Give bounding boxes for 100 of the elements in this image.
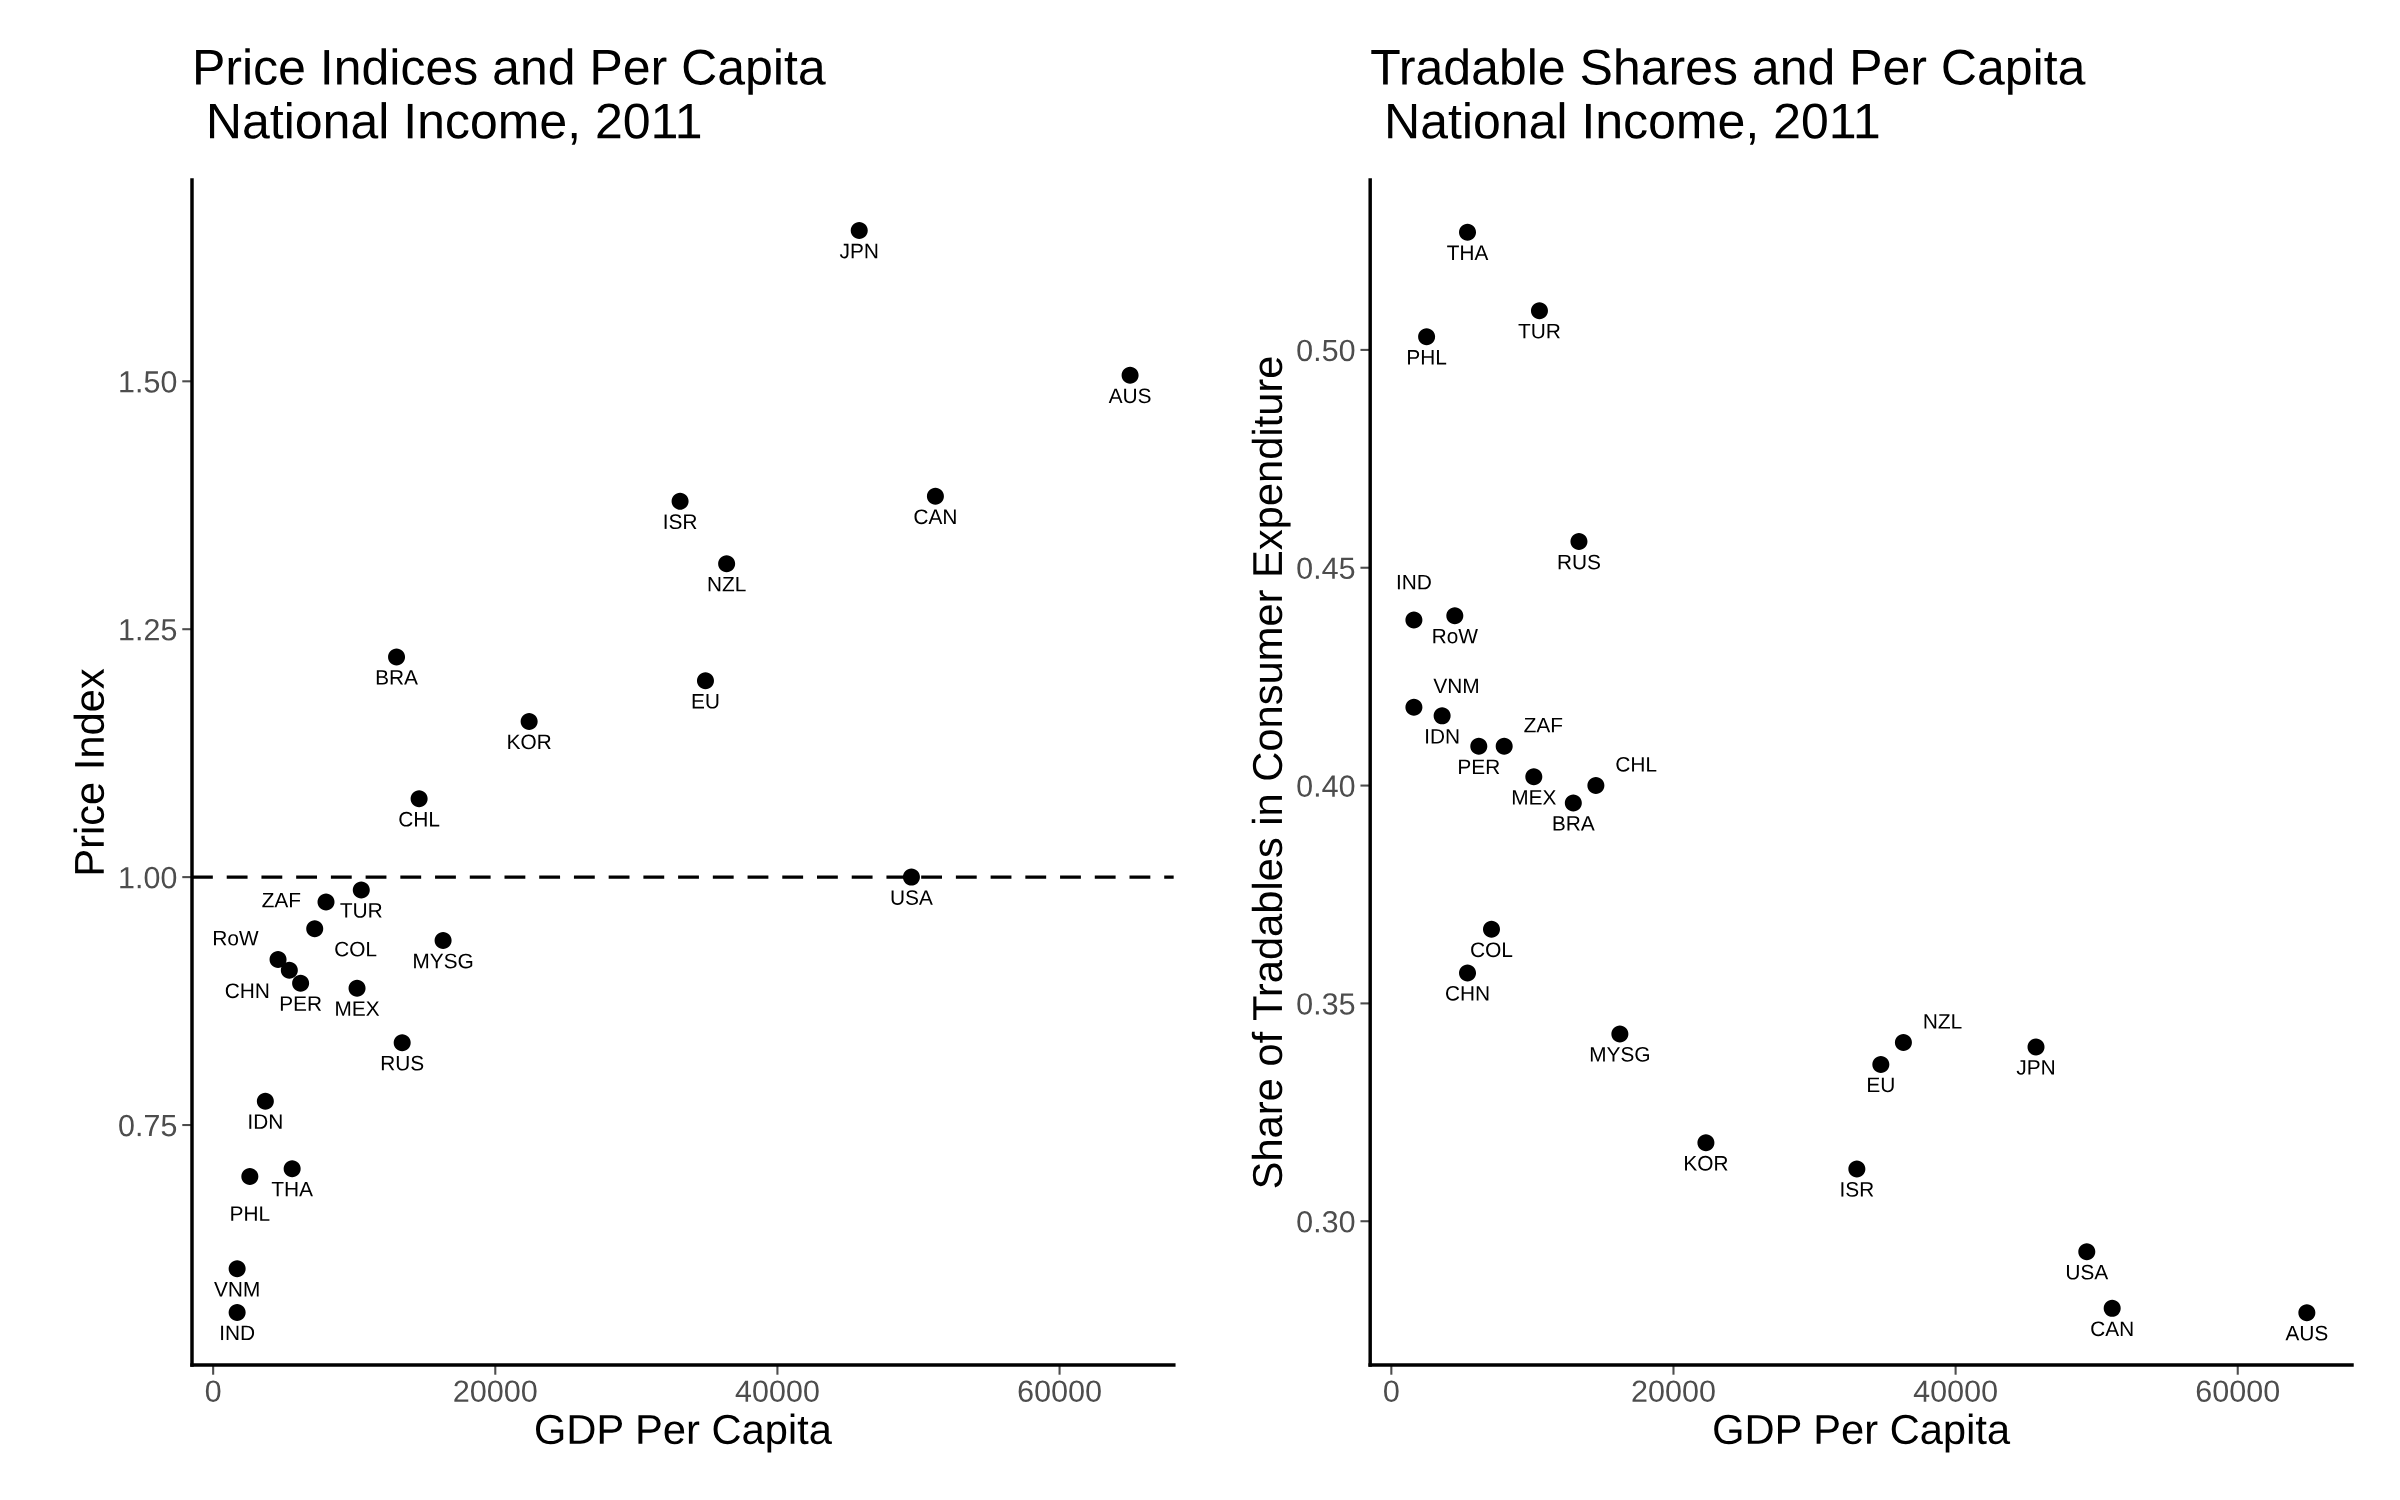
annotation: MEX bbox=[336, 1001, 380, 1016]
point bbox=[1495, 737, 1513, 755]
annotation: MEX bbox=[1512, 790, 1556, 805]
annotation: IDN bbox=[1426, 729, 1459, 744]
y-tick-label: 0.35 bbox=[1297, 993, 1355, 1015]
annotation: NZL bbox=[708, 577, 746, 592]
chart-title: Price Indices and Per Capita National Income, 2011 bbox=[196, 48, 826, 145]
annotation: IND bbox=[221, 1325, 255, 1341]
point bbox=[1611, 1025, 1629, 1043]
annotation: KOR bbox=[1685, 1155, 1728, 1171]
annotation: CAN bbox=[914, 509, 956, 525]
annotation: USA bbox=[891, 890, 933, 905]
annotation: BRA bbox=[1553, 816, 1595, 831]
annotation: ZAF bbox=[262, 892, 301, 908]
annotation: PER bbox=[1459, 759, 1500, 774]
y-tick-label: 0.50 bbox=[1297, 339, 1355, 362]
point bbox=[718, 555, 736, 573]
y-axis-title: Share of Tradables in Consumer Expenditure bbox=[1251, 357, 1291, 1188]
annotation: COL bbox=[1471, 942, 1513, 958]
annotation: KOR bbox=[508, 734, 551, 750]
y-tick-label: 0.75 bbox=[119, 1114, 177, 1137]
annotation: TUR bbox=[340, 903, 382, 918]
annotation: RoW bbox=[214, 931, 259, 946]
annotation: CHN bbox=[1446, 985, 1489, 1001]
annotation: VNM bbox=[214, 1282, 259, 1297]
point bbox=[228, 1303, 246, 1321]
annotation: EU bbox=[1868, 1077, 1894, 1093]
point bbox=[1894, 1034, 1912, 1052]
annotation: CAN bbox=[2091, 1321, 2133, 1337]
point bbox=[283, 1160, 301, 1178]
point bbox=[671, 492, 689, 510]
annotation: PHL bbox=[1408, 350, 1447, 365]
point bbox=[1482, 920, 1501, 938]
point bbox=[317, 893, 335, 911]
point bbox=[306, 920, 324, 938]
annotation: BRA bbox=[376, 670, 418, 685]
point bbox=[256, 1092, 274, 1110]
point bbox=[434, 932, 452, 950]
point bbox=[1530, 302, 1548, 320]
annotation: THA bbox=[1447, 245, 1489, 260]
x-tick-label: 20000 bbox=[454, 1380, 537, 1403]
point bbox=[1570, 533, 1588, 551]
x-tick-label: 0 bbox=[1384, 1380, 1399, 1403]
annotation: PHL bbox=[231, 1206, 270, 1221]
y-tick-label: 1.25 bbox=[120, 618, 177, 641]
point bbox=[1405, 698, 1423, 716]
point bbox=[1418, 328, 1436, 346]
annotation: RUS bbox=[1558, 554, 1600, 570]
annotation: IND bbox=[1397, 574, 1431, 590]
annotation: NZL bbox=[1924, 1014, 1962, 1029]
point bbox=[850, 222, 868, 240]
y-tick-label: 1.00 bbox=[120, 866, 177, 889]
point bbox=[280, 961, 298, 979]
annotation: CHN bbox=[225, 983, 269, 999]
annotation: ZAF bbox=[1524, 717, 1563, 733]
point bbox=[1697, 1134, 1715, 1152]
point bbox=[348, 979, 366, 997]
point bbox=[388, 648, 406, 666]
point bbox=[1470, 737, 1488, 755]
point bbox=[1121, 366, 1139, 384]
point bbox=[520, 712, 538, 730]
point bbox=[1848, 1160, 1866, 1178]
x-tick-label: 20000 bbox=[1632, 1380, 1715, 1403]
point bbox=[352, 881, 370, 899]
annotation: THA bbox=[271, 1181, 313, 1197]
annotation: CHL bbox=[1616, 756, 1657, 772]
point bbox=[241, 1168, 259, 1186]
annotation: AUS bbox=[2285, 1325, 2328, 1341]
annotation: JPN bbox=[839, 243, 878, 259]
annotation: MYSG bbox=[1590, 1046, 1649, 1062]
y-tick-label: 0.45 bbox=[1297, 557, 1355, 580]
annotation: EU bbox=[692, 694, 719, 709]
point bbox=[292, 974, 310, 992]
point bbox=[410, 790, 428, 808]
point bbox=[2078, 1243, 2096, 1261]
y-tick-label: 0.40 bbox=[1297, 775, 1355, 797]
point bbox=[2103, 1299, 2121, 1317]
x-axis-title: GDP Per Capita bbox=[536, 1413, 832, 1453]
point bbox=[393, 1034, 411, 1052]
point bbox=[1459, 964, 1477, 982]
annotation: IDN bbox=[249, 1114, 282, 1129]
annotation: USA bbox=[2066, 1264, 2109, 1280]
x-tick-label: 60000 bbox=[2196, 1380, 2280, 1403]
annotation: MYSG bbox=[414, 953, 473, 969]
point bbox=[1459, 223, 1477, 241]
y-tick-label: 1.50 bbox=[120, 371, 177, 393]
point bbox=[1405, 611, 1423, 629]
x-axis-title: GDP Per Capita bbox=[1714, 1413, 2011, 1453]
x-tick-label: 40000 bbox=[1913, 1380, 1997, 1403]
point bbox=[2298, 1304, 2316, 1322]
point bbox=[926, 487, 944, 505]
point bbox=[1587, 777, 1605, 795]
point bbox=[269, 950, 287, 968]
x-tick-label: 60000 bbox=[1018, 1380, 1101, 1403]
point bbox=[1433, 707, 1451, 725]
point bbox=[1872, 1055, 1890, 1073]
x-tick-label: 0 bbox=[205, 1380, 221, 1403]
annotation: CHL bbox=[399, 811, 440, 827]
annotation: RoW bbox=[1433, 628, 1478, 644]
y-axis-title: Price Index bbox=[73, 668, 105, 874]
